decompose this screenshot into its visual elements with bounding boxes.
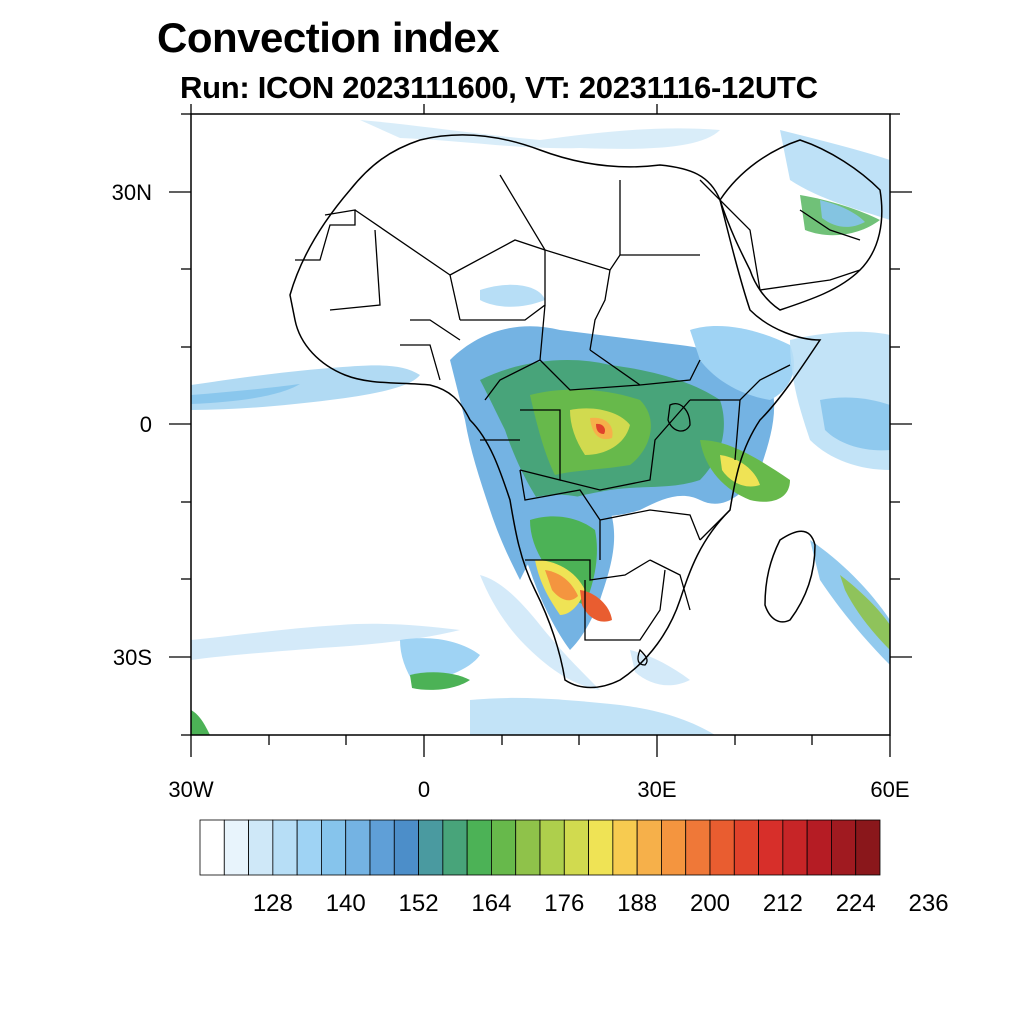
colorbar-box <box>442 819 468 876</box>
colorbar-label: 140 <box>326 890 366 917</box>
colorbar-box <box>782 819 808 876</box>
colorbar-box <box>199 819 225 876</box>
colorbar-box <box>466 819 492 876</box>
colorbar-box <box>418 819 444 876</box>
colorbar-label: 176 <box>544 890 584 917</box>
country-borders <box>295 174 861 666</box>
map-panel <box>190 113 891 736</box>
x-tick-label-60e: 60E <box>870 777 909 802</box>
colorbar-box <box>248 819 274 876</box>
colorbar-box <box>539 819 565 876</box>
chart-subtitle: Run: ICON 2023111600, VT: 20231116-12UTC <box>180 70 818 105</box>
x-tick-label-30w: 30W <box>168 777 213 802</box>
colorbar-label: 224 <box>836 890 876 917</box>
colorbar-box <box>636 819 662 876</box>
colorbar-box <box>588 819 614 876</box>
colorbar-box <box>855 819 881 876</box>
x-tick-label-0: 0 <box>418 777 430 802</box>
x-tick-label-30e: 30E <box>637 777 676 802</box>
colorbar-label: 164 <box>471 890 511 917</box>
colorbar-label: 212 <box>763 890 803 917</box>
colorbar-box <box>563 819 589 876</box>
colorbar-box <box>831 819 857 876</box>
convection-field <box>191 120 890 735</box>
colorbar-label: 152 <box>399 890 439 917</box>
colorbar-box <box>321 819 347 876</box>
colorbar-box <box>733 819 759 876</box>
colorbar-box <box>223 819 249 876</box>
colorbar-label: 200 <box>690 890 730 917</box>
colorbar-box <box>758 819 784 876</box>
colorbar <box>199 819 881 876</box>
colorbar-box <box>661 819 687 876</box>
y-tick-label-30n: 30N <box>112 180 152 205</box>
colorbar-box <box>685 819 711 876</box>
y-tick-label-30s: 30S <box>113 645 152 670</box>
colorbar-label: 236 <box>909 890 949 917</box>
colorbar-box <box>272 819 298 876</box>
axis-ticks <box>169 104 912 757</box>
coastlines <box>289 134 883 689</box>
colorbar-box <box>491 819 517 876</box>
chart-title: Convection index <box>157 14 500 61</box>
colorbar-labels: 128 140 152 164 176 188 200 212 224 236 <box>253 890 949 917</box>
colorbar-box <box>709 819 735 876</box>
colorbar-box <box>393 819 419 876</box>
colorbar-label: 128 <box>253 890 293 917</box>
colorbar-box <box>515 819 541 876</box>
y-tick-label-0: 0 <box>140 412 152 437</box>
colorbar-box <box>345 819 371 876</box>
colorbar-label: 188 <box>617 890 657 917</box>
colorbar-box <box>806 819 832 876</box>
colorbar-box <box>612 819 638 876</box>
colorbar-box <box>369 819 395 876</box>
colorbar-box <box>296 819 322 876</box>
